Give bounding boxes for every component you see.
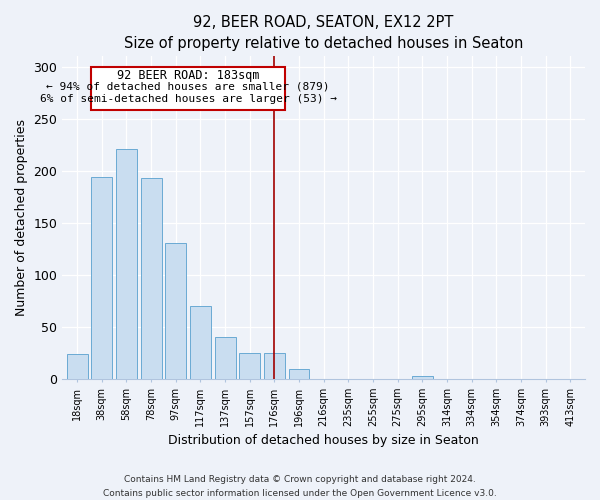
Bar <box>67 354 88 379</box>
Bar <box>289 368 310 379</box>
Y-axis label: Number of detached properties: Number of detached properties <box>15 119 28 316</box>
Bar <box>215 338 236 379</box>
Text: 92 BEER ROAD: 183sqm: 92 BEER ROAD: 183sqm <box>117 69 259 82</box>
X-axis label: Distribution of detached houses by size in Seaton: Distribution of detached houses by size … <box>168 434 479 448</box>
Bar <box>412 376 433 379</box>
Bar <box>91 177 112 379</box>
Text: Contains HM Land Registry data © Crown copyright and database right 2024.
Contai: Contains HM Land Registry data © Crown c… <box>103 476 497 498</box>
Bar <box>190 306 211 379</box>
Bar <box>239 353 260 379</box>
FancyBboxPatch shape <box>91 66 284 110</box>
Text: 6% of semi-detached houses are larger (53) →: 6% of semi-detached houses are larger (5… <box>40 94 337 104</box>
Bar <box>116 149 137 379</box>
Title: 92, BEER ROAD, SEATON, EX12 2PT
Size of property relative to detached houses in : 92, BEER ROAD, SEATON, EX12 2PT Size of … <box>124 15 523 51</box>
Bar <box>264 353 285 379</box>
Bar <box>165 242 186 379</box>
Bar <box>140 178 161 379</box>
Text: ← 94% of detached houses are smaller (879): ← 94% of detached houses are smaller (87… <box>46 82 330 92</box>
